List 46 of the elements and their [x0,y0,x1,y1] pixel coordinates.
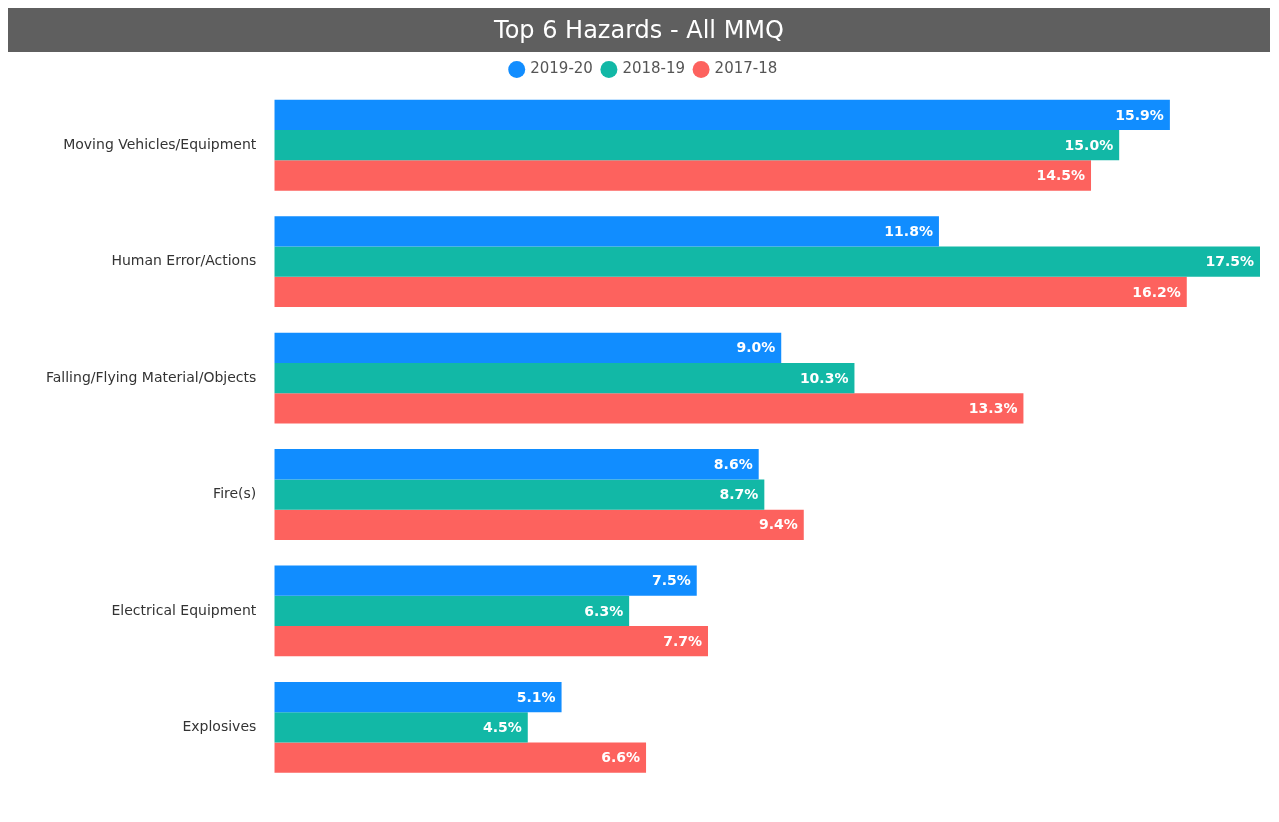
bar [274,479,765,510]
bar [274,712,528,743]
bar [274,565,697,596]
bar [274,742,647,773]
data-label: 9.4% [758,516,798,533]
y-tick-label: Falling/Flying Material/Objects [45,368,257,385]
data-label: 6.3% [584,602,624,619]
data-label: 5.1% [516,688,556,705]
legend-label: 2018-19 [622,59,686,78]
data-label: 17.5% [1205,253,1254,270]
bar [274,130,1120,161]
legend-label: 2019-20 [530,59,593,78]
data-label: 6.6% [601,749,641,766]
data-label: 11.8% [884,223,933,240]
data-label: 13.3% [968,400,1018,416]
data-label: 9.0% [736,339,776,356]
bar [274,216,939,247]
bar [274,276,1187,308]
data-label: 8.7% [719,486,759,503]
bar [274,509,804,540]
y-tick-label: Moving Vehicles/Equipment [63,135,257,152]
y-tick-label: Fire(s) [213,485,257,502]
data-label: 15.0% [1064,136,1114,153]
y-tick-label: Explosives [182,718,257,735]
data-label: 16.2% [1132,283,1181,300]
bar [274,681,562,713]
bar [274,332,782,363]
data-label: 10.3% [799,369,849,386]
bar [274,246,1260,277]
legend-label: 2017-18 [714,59,778,78]
bar [274,626,709,657]
bar [274,595,630,627]
chart-title: Top 6 Hazards - All MMQ [8,8,1270,52]
y-tick-label: Human Error/Actions [111,252,257,269]
bar [274,99,1170,131]
bar [274,449,759,480]
data-label: 8.6% [713,455,753,472]
bar [274,393,1024,424]
bar [274,160,1092,191]
data-label: 14.5% [1036,167,1086,184]
data-label: 7.7% [663,632,703,649]
y-tick-label: Electrical Equipment [111,601,257,618]
data-label: 4.5% [482,719,522,736]
bar [274,362,855,394]
data-label: 7.5% [651,572,691,589]
data-label: 15.9% [1115,106,1164,123]
